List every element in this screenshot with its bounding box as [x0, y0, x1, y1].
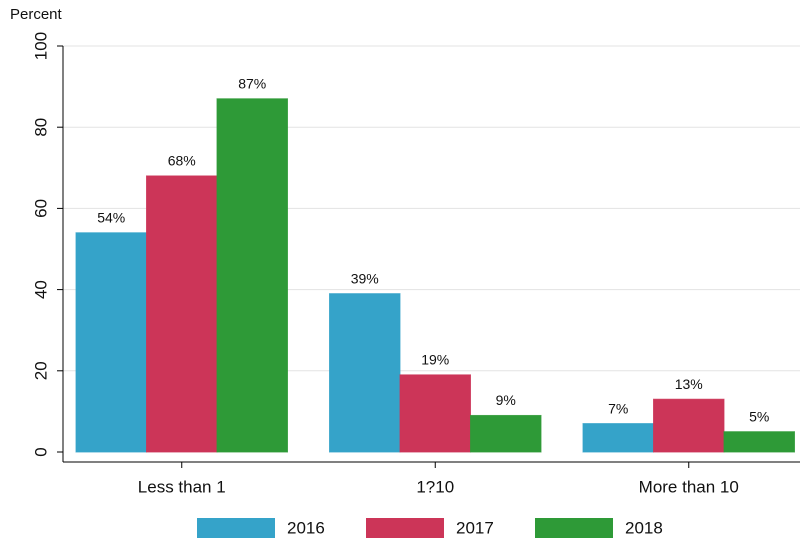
x-tick-label: 1?10 [416, 477, 454, 496]
y-tick-label: 100 [31, 32, 50, 60]
bar [470, 414, 542, 453]
legend-swatch [197, 518, 275, 538]
value-label: 7% [608, 400, 628, 416]
x-tick-label: More than 10 [639, 477, 739, 496]
bar [329, 293, 401, 453]
legend-swatch [535, 518, 613, 538]
value-label: 19% [421, 352, 449, 368]
legend-label: 2016 [287, 518, 325, 537]
value-label: 13% [675, 376, 703, 392]
bar [399, 374, 471, 453]
y-tick-label: 80 [31, 118, 50, 137]
y-axis-label: Percent [10, 6, 63, 23]
legend-swatch [366, 518, 444, 538]
bar [723, 431, 795, 453]
value-label: 5% [749, 408, 769, 424]
y-tick-label: 60 [31, 199, 50, 218]
value-label: 68% [168, 153, 196, 169]
value-label: 87% [238, 75, 266, 91]
legend-label: 2018 [625, 518, 663, 537]
value-label: 9% [496, 392, 516, 408]
y-tick-label: 0 [31, 447, 50, 456]
value-label: 54% [97, 209, 125, 225]
bar [216, 98, 288, 453]
legend-label: 2017 [456, 518, 494, 537]
bar [582, 423, 654, 453]
y-tick-label: 40 [31, 280, 50, 299]
bar [146, 175, 218, 453]
y-tick-label: 20 [31, 361, 50, 380]
value-label: 39% [351, 270, 379, 286]
x-tick-label: Less than 1 [138, 477, 226, 496]
bar [653, 398, 725, 453]
bar [75, 232, 147, 453]
